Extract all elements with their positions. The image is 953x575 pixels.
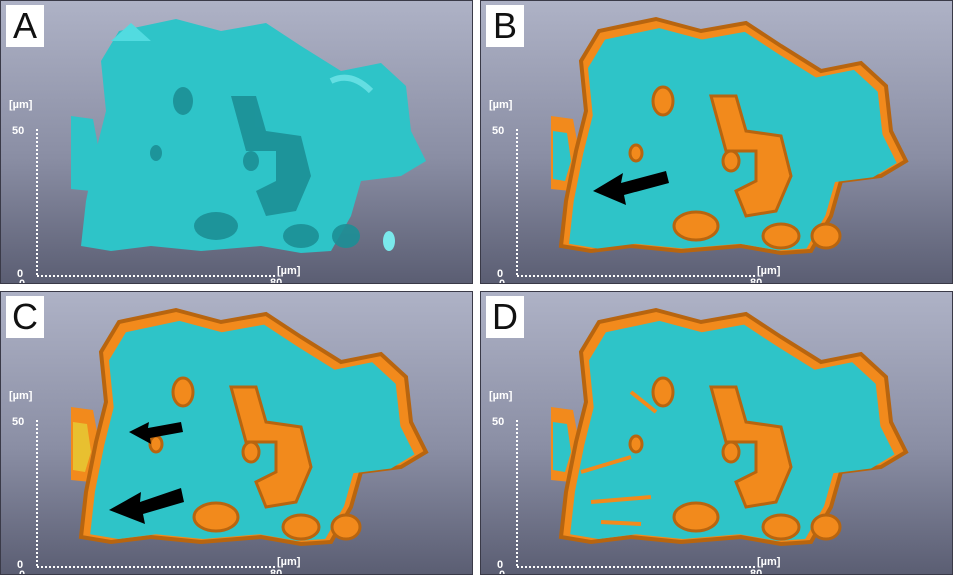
panel-c-label: C bbox=[6, 296, 44, 338]
panel-d-label: D bbox=[486, 296, 524, 338]
panel-a-render bbox=[1, 1, 472, 283]
panel-b-y-tick-50: 50 bbox=[492, 125, 505, 137]
panel-c-render bbox=[1, 292, 472, 574]
panel-a-y-unit: [µm] bbox=[9, 99, 33, 111]
panel-b-y-tick-0: 0 bbox=[497, 268, 504, 280]
panel-a-label: A bbox=[6, 5, 44, 47]
panel-b-y-unit: [µm] bbox=[489, 99, 513, 111]
panel-b-label: B bbox=[486, 5, 524, 47]
panel-d-x-tick-80: 80 bbox=[750, 568, 763, 575]
panel-d-render bbox=[481, 292, 952, 574]
panel-b-x-unit: [µm] bbox=[757, 265, 781, 277]
panel-c-y-unit: [µm] bbox=[9, 390, 33, 402]
panel-a: A [µm] 50 0 [µm] 80 0 bbox=[0, 0, 473, 284]
panel-a-x-tick-0: 0 bbox=[19, 278, 26, 284]
panel-b-render bbox=[481, 1, 952, 283]
panel-a-x-unit: [µm] bbox=[277, 265, 301, 277]
panel-d-y-tick-50: 50 bbox=[492, 416, 505, 428]
panel-c-x-tick-80: 80 bbox=[270, 568, 283, 575]
panel-d-y-tick-0: 0 bbox=[497, 559, 504, 571]
panel-a-y-tick-0: 0 bbox=[17, 268, 24, 280]
panel-c-y-tick-50: 50 bbox=[12, 416, 25, 428]
panel-b-x-tick-0: 0 bbox=[499, 278, 506, 284]
panel-c-x-tick-0: 0 bbox=[19, 569, 26, 575]
panel-d-x-tick-0: 0 bbox=[499, 569, 506, 575]
panel-d-y-unit: [µm] bbox=[489, 390, 513, 402]
panel-b-x-tick-80: 80 bbox=[750, 277, 763, 284]
panel-c-x-unit: [µm] bbox=[277, 556, 301, 568]
panel-a-x-tick-80: 80 bbox=[270, 277, 283, 284]
panel-a-y-tick-50: 50 bbox=[12, 125, 25, 137]
panel-c: C [µm] 50 0 [µm] 80 0 bbox=[0, 291, 473, 575]
panel-c-y-tick-0: 0 bbox=[17, 559, 24, 571]
panel-d-x-unit: [µm] bbox=[757, 556, 781, 568]
panel-d: D [µm] 50 0 [µm] 80 0 bbox=[480, 291, 953, 575]
panel-b: B [µm] 50 0 [µm] 80 0 bbox=[480, 0, 953, 284]
